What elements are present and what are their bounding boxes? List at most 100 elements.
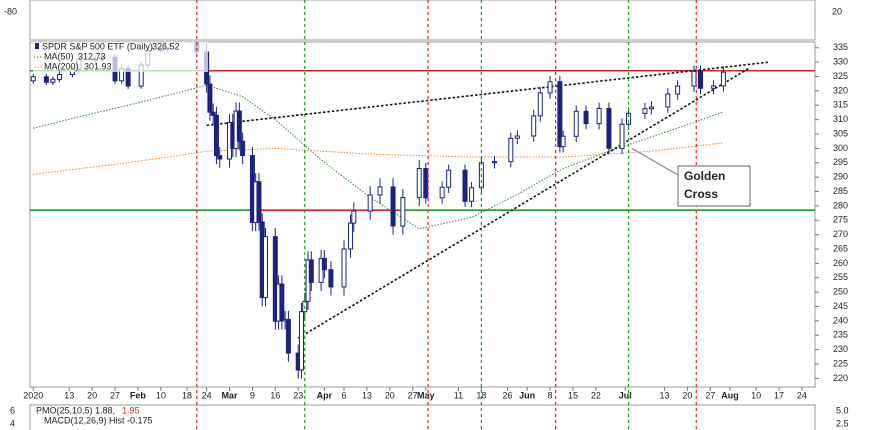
x-tick-label: 22 [591, 390, 601, 400]
candle-body [351, 210, 357, 224]
candle-body [377, 186, 383, 196]
y-tick-label: 240 [833, 315, 848, 325]
price-panel [29, 41, 816, 388]
y-tick-label: 305 [833, 128, 848, 138]
x-tick-label: Jun [519, 390, 535, 400]
bottom-left-label: 6 [10, 405, 15, 415]
candle-body [285, 318, 291, 354]
candle-body [263, 236, 268, 299]
y-tick-label: 260 [833, 258, 848, 268]
y-tick-label: 310 [833, 114, 848, 124]
candle-body [236, 110, 242, 142]
candle-body [30, 76, 36, 82]
legend-label: MA(200) [44, 61, 79, 71]
candle-body [298, 311, 304, 371]
candle-body [648, 106, 654, 110]
x-tick-label: Aug [721, 390, 739, 400]
x-tick-label: 10 [751, 390, 761, 400]
macd-label: MACD(12,26,9) Hist -0.175 [44, 415, 153, 425]
x-tick-label: Feb [130, 390, 147, 400]
x-tick-label: May [417, 390, 435, 400]
legend-label: MA(50) [44, 51, 74, 61]
x-tick-label: 17 [774, 390, 784, 400]
y-tick-label: 280 [833, 200, 848, 210]
x-tick-label: 11 [454, 390, 463, 400]
x-tick-label: 20 [87, 390, 97, 400]
candle-body [691, 70, 697, 87]
candle-body [240, 140, 246, 157]
candle-body [583, 110, 589, 125]
candle-body [514, 135, 520, 139]
bottom-left-label: 4 [10, 418, 15, 428]
x-tick-label: 27 [110, 390, 120, 400]
x-tick-label: 24 [797, 390, 807, 400]
candle-body [547, 81, 553, 94]
y-tick-label: 265 [833, 243, 848, 253]
candle-body [491, 161, 497, 164]
x-tick-label: 27 [705, 390, 715, 400]
candle-body [256, 181, 262, 223]
candle-body [423, 168, 429, 199]
y-tick-label: 275 [833, 215, 848, 225]
candle-body [318, 257, 324, 283]
y-tick-label: 220 [833, 373, 848, 383]
candle-body [665, 93, 671, 108]
candle-body [207, 83, 213, 113]
legend-value: 301.93 [84, 61, 112, 71]
candle-body [711, 85, 717, 89]
x-tick-label: 16 [270, 390, 280, 400]
candle-body [720, 71, 726, 87]
x-tick-label: 13 [362, 390, 372, 400]
candle-body [348, 222, 354, 250]
candle-body [56, 73, 62, 80]
x-tick-label: 18 [476, 390, 486, 400]
x-tick-label: 13 [64, 390, 74, 400]
y-tick-label: 290 [833, 172, 848, 182]
candle-body [328, 269, 334, 288]
x-tick-label: Mar [222, 390, 239, 400]
candle-body [321, 257, 327, 271]
candle-body [50, 78, 56, 83]
candle-body [279, 283, 285, 322]
y-tick-label: 295 [833, 157, 848, 167]
y-tick-label: 300 [833, 143, 848, 153]
y-tick-label: 250 [833, 287, 848, 297]
x-tick-label: 13 [660, 390, 670, 400]
y-tick-label: 285 [833, 186, 848, 196]
candle-body [619, 123, 625, 149]
candle-body [446, 169, 452, 188]
candle-body [508, 137, 514, 163]
candle-body [416, 168, 422, 199]
legend-bg [33, 42, 208, 72]
y-tick-label: 315 [833, 100, 848, 110]
candle-body [560, 135, 566, 148]
x-tick-label: 8 [548, 390, 553, 400]
candle-body [367, 194, 373, 212]
y-tick-label: 270 [833, 229, 848, 239]
pmo-signal: 1.95 [122, 405, 140, 415]
x-tick-label: 26 [503, 390, 513, 400]
candle-body [698, 70, 704, 89]
annotation-box [677, 165, 751, 207]
candle-body [308, 259, 314, 283]
x-tick-label: 27 [408, 390, 418, 400]
y-tick-label: 230 [833, 344, 848, 354]
trendline [297, 67, 750, 339]
candle-body [213, 114, 219, 157]
y-tick-label: 320 [833, 85, 848, 95]
y-tick-label: 225 [833, 358, 848, 368]
x-tick-label: Apr [317, 390, 333, 400]
x-tick-label: 20 [682, 390, 692, 400]
candle-body [573, 110, 579, 137]
bottom-right-label: 5.0 [836, 405, 849, 415]
y-tick-label: 335 [833, 42, 848, 52]
y-tick-label: 330 [833, 57, 848, 67]
candle-body [217, 155, 223, 160]
candle-body [341, 248, 347, 288]
plot-area [30, 42, 815, 379]
x-tick-label: 23 [293, 390, 303, 400]
legend-price: 326.52 [152, 41, 180, 51]
candle-body [557, 81, 563, 148]
x-tick-label: 20 [385, 390, 395, 400]
